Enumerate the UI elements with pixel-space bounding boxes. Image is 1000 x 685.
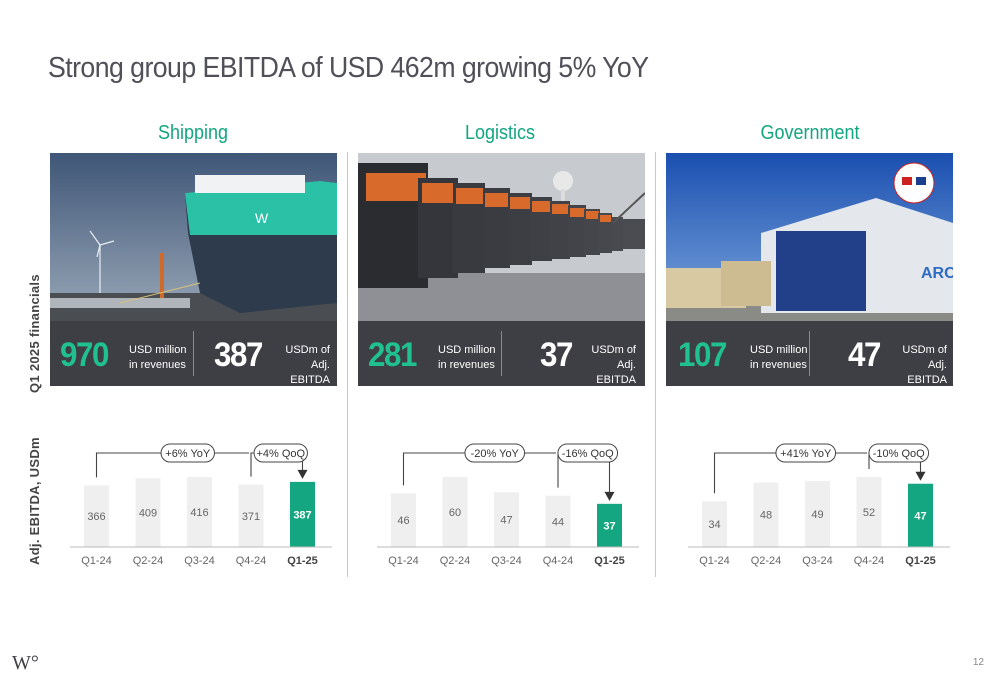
- data-label: 44: [552, 516, 564, 528]
- qoq-label: -10% QoQ: [873, 448, 925, 460]
- data-label: 46: [397, 515, 409, 527]
- svg-text:ARC: ARC: [921, 265, 953, 282]
- ebitda-chart-logistics: 46 Q1-24 60 Q2-24 47 Q3-24 44 Q4-24 37 Q1-25 -20% …: [377, 443, 639, 567]
- x-tick-label: Q1-25: [287, 555, 318, 567]
- kpi-band-government: 107 USD million in revenues 47 USDm of Adj…: [666, 321, 953, 386]
- chart-bar: [187, 477, 212, 547]
- arrow-head: [297, 469, 308, 479]
- chart-bar: [753, 482, 779, 547]
- x-tick-label: Q2-24: [133, 555, 164, 567]
- company-logo: W°: [12, 652, 39, 674]
- segment-title-logistics: Logistics: [464, 122, 536, 144]
- kpi-band-logistics: 281 USD million in revenues 37 USDm of Adj…: [358, 321, 645, 386]
- kpi-separator: [193, 331, 194, 376]
- chart-bar: [391, 493, 416, 547]
- ebitda-value: 37: [540, 336, 573, 374]
- yoy-label: +6% YoY: [165, 448, 211, 460]
- chart-bar: [442, 477, 468, 547]
- ebitda-label: USDm of Adj. EBITDA: [285, 344, 330, 386]
- chart-bar: [597, 503, 622, 547]
- kpi-separator: [501, 331, 502, 376]
- page-number: 12: [972, 657, 984, 668]
- chart-bar: [545, 495, 571, 547]
- qoq-label: +4% QoQ: [256, 448, 305, 460]
- qoq-pill: [253, 443, 308, 463]
- terminal-tractors-photo: [358, 153, 645, 321]
- row-label-financials: Q1 2025 financials: [27, 274, 42, 393]
- ebitda-label: USDm of Adj. EBITDA: [902, 344, 947, 386]
- chart-bar: [135, 478, 161, 547]
- chart-bar: [702, 501, 727, 547]
- chart-bar: [494, 492, 519, 547]
- yoy-pill: [160, 443, 215, 463]
- qoq-label: -16% QoQ: [562, 448, 614, 460]
- segment-title-government: Government: [760, 122, 860, 144]
- x-tick-label: Q3-24: [184, 555, 215, 567]
- revenue-value: 970: [60, 336, 109, 374]
- x-tick-label: Q1-24: [699, 555, 730, 567]
- x-tick-label: Q2-24: [751, 555, 782, 567]
- kpi-band-shipping: 970 USD million in revenues 387 USDm of Ad…: [50, 321, 337, 386]
- car-carrier-ship-photo: W: [50, 153, 337, 321]
- yoy-label: +41% YoY: [780, 448, 832, 460]
- page-title: Strong group EBITDA of USD 462m growing …: [48, 52, 649, 84]
- x-tick-label: Q4-24: [543, 555, 574, 567]
- x-tick-label: Q4-24: [854, 555, 885, 567]
- x-tick-label: Q1-25: [594, 555, 625, 567]
- data-label: 60: [449, 507, 461, 519]
- data-label: 37: [603, 520, 615, 532]
- data-label: 47: [500, 515, 512, 527]
- revenue-label: USD million in revenues: [129, 344, 187, 371]
- data-label: 387: [293, 509, 311, 521]
- chart-bar: [238, 484, 264, 547]
- row-label-ebitda: Adj. EBITDA, USDm: [27, 437, 42, 565]
- revenue-value: 281: [368, 336, 417, 374]
- column-divider: [347, 152, 348, 577]
- x-tick-label: Q4-24: [236, 555, 267, 567]
- ebitda-value: 387: [214, 336, 263, 374]
- x-tick-label: Q1-24: [388, 555, 419, 567]
- data-label: 409: [139, 508, 157, 520]
- chart-bar: [908, 483, 933, 547]
- segment-title-shipping: Shipping: [157, 122, 229, 144]
- x-tick-label: Q1-25: [905, 555, 936, 567]
- x-tick-label: Q3-24: [802, 555, 833, 567]
- data-label: 48: [760, 510, 772, 522]
- kpi-separator: [809, 331, 810, 376]
- ebitda-chart-government: 34 Q1-24 48 Q2-24 49 Q3-24 52 Q4-24 47 Q1-25 +41% …: [688, 443, 950, 567]
- ebitda-label: USDm of Adj. EBITDA: [591, 344, 636, 386]
- data-label: 34: [708, 519, 720, 531]
- yoy-pill: [775, 443, 837, 463]
- qoq-pill: [557, 443, 619, 463]
- chart-bar: [84, 485, 109, 547]
- ebitda-value: 47: [848, 336, 881, 374]
- x-tick-label: Q3-24: [491, 555, 522, 567]
- data-label: 366: [87, 511, 105, 523]
- revenue-value: 107: [678, 336, 727, 374]
- ebitda-chart-shipping: 366 Q1-24 409 Q2-24 416 Q3-24 371 Q4-24 387 Q1-25…: [70, 443, 332, 567]
- chart-bar: [856, 477, 882, 547]
- data-label: 416: [190, 507, 208, 519]
- x-tick-label: Q2-24: [440, 555, 471, 567]
- x-tick-label: Q1-24: [81, 555, 112, 567]
- column-divider: [655, 152, 656, 577]
- data-label: 49: [811, 509, 823, 521]
- arrow-head: [915, 471, 926, 481]
- chart-bar: [290, 481, 315, 547]
- qoq-pill: [868, 443, 930, 463]
- arrow-head: [604, 491, 615, 501]
- government-roro-ship-photo: ARC: [666, 153, 953, 321]
- yoy-label: -20% YoY: [471, 448, 520, 460]
- yoy-pill: [464, 443, 526, 463]
- data-label: 47: [914, 510, 926, 522]
- chart-bar: [805, 481, 830, 547]
- svg-text:W: W: [255, 210, 269, 226]
- data-label: 371: [242, 511, 260, 523]
- revenue-label: USD million in revenues: [438, 344, 496, 371]
- revenue-label: USD million in revenues: [750, 344, 808, 371]
- data-label: 52: [863, 507, 875, 519]
